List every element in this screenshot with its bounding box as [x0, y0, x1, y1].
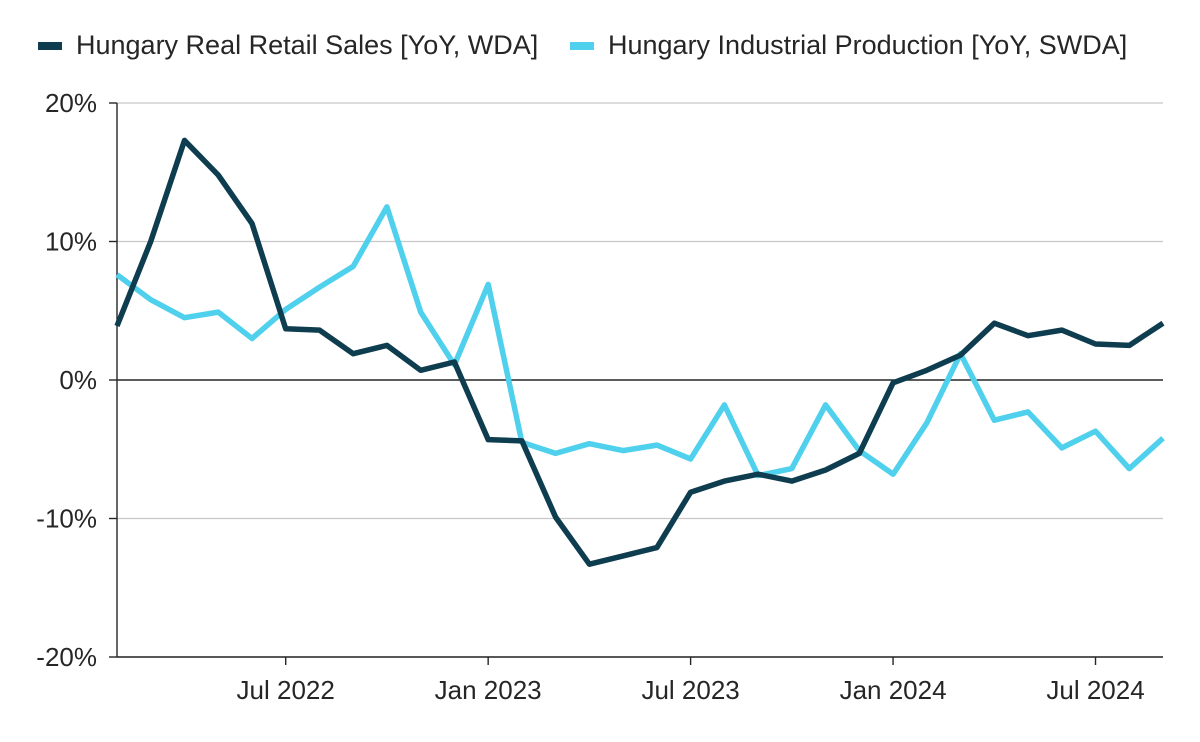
y-tick-label: -20%	[36, 642, 97, 672]
legend-swatch-industrial-production	[570, 41, 594, 50]
legend-item-retail-sales: Hungary Real Retail Sales [YoY, WDA]	[38, 30, 538, 61]
y-tick-label: -10%	[36, 504, 97, 534]
series-line-industrial-production	[115, 204, 1165, 479]
x-tick-label: Jan 2023	[435, 675, 542, 705]
legend: Hungary Real Retail Sales [YoY, WDA] Hun…	[0, 30, 1200, 70]
x-tick-label: Jul 2022	[237, 675, 335, 705]
legend-label-industrial-production: Hungary Industrial Production [YoY, SWDA…	[608, 30, 1128, 60]
legend-label-retail-sales: Hungary Real Retail Sales [YoY, WDA]	[76, 30, 539, 60]
legend-item-industrial-production: Hungary Industrial Production [YoY, SWDA…	[570, 30, 1127, 61]
x-tick-label: Jul 2024	[1046, 675, 1144, 705]
x-tick-label: Jan 2024	[840, 675, 947, 705]
y-tick-label: 0%	[59, 365, 97, 395]
series-line-retail-sales	[114, 137, 1165, 567]
legend-swatch-retail-sales	[38, 41, 62, 50]
x-tick-label: Jul 2023	[641, 675, 739, 705]
y-tick-label: 10%	[45, 227, 97, 257]
y-tick-label: 20%	[45, 88, 97, 118]
